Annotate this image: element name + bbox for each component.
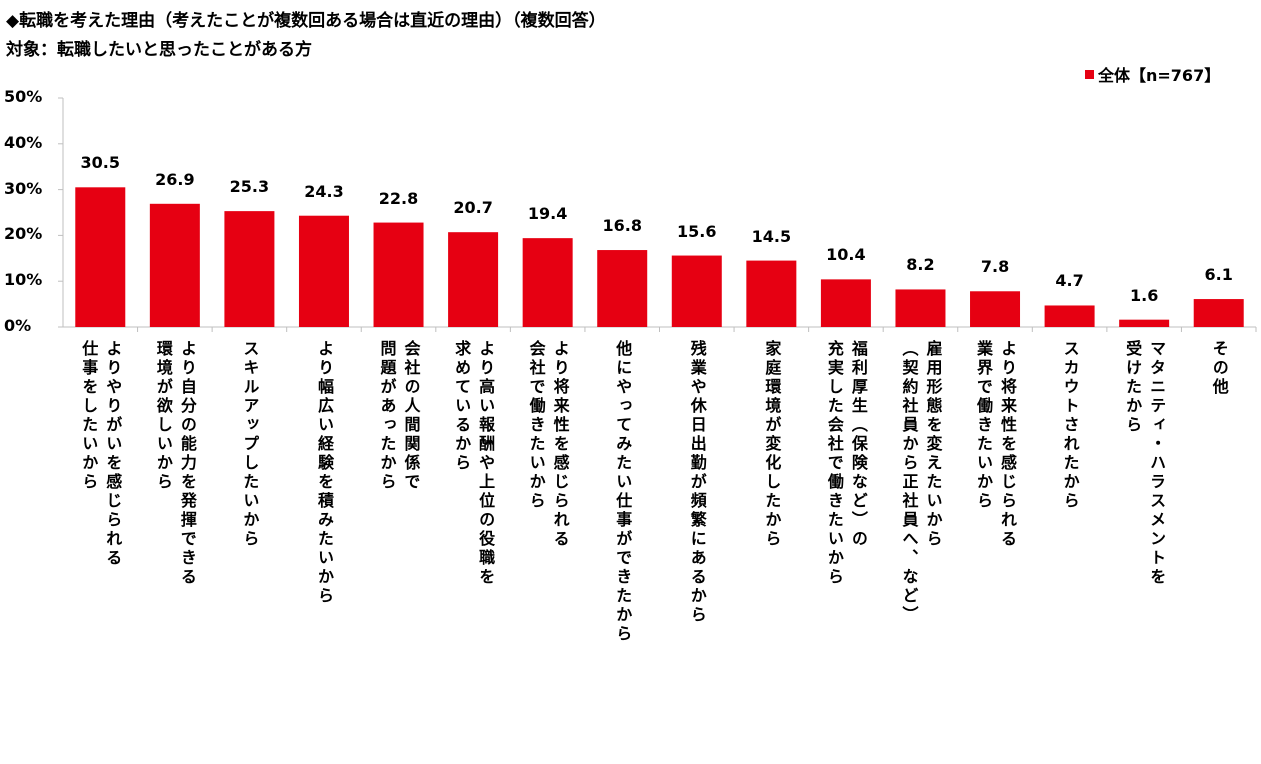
legend-swatch (1085, 69, 1094, 79)
data-label: 19.4 (527, 204, 568, 224)
bar (448, 232, 499, 327)
bar (820, 279, 871, 327)
category-label-line: スキルアップしたいから (240, 340, 260, 549)
data-label: 22.8 (378, 188, 419, 208)
category-label-line: 求めているから (452, 340, 472, 473)
data-label: 7.8 (980, 257, 1010, 277)
category-label-line: より幅広い経験を積みたいから (314, 340, 334, 606)
bar (1119, 319, 1170, 327)
bar (373, 222, 424, 327)
category-label: スカウトされたから (1033, 340, 1107, 511)
category-label-line: より将来性を感じられる (550, 340, 570, 549)
category-label: より高い報酬や上位の役職を 求めているから (436, 340, 510, 587)
bar (895, 289, 946, 327)
category-label: より将来性を感じられる 業界で働きたいから (958, 340, 1032, 549)
y-tick-label: 0% (4, 316, 32, 335)
data-label: 25.3 (229, 177, 270, 197)
category-label-line: （契約社員から正社員へ、など） (899, 340, 919, 625)
category-label-line: 福利厚生（保険など）の (848, 340, 868, 549)
category-label-line: 業界で働きたいから (974, 340, 994, 511)
data-label: 16.8 (602, 216, 642, 236)
category-label: 家庭環境が変化したから (734, 340, 808, 549)
chart-subtitle: 対象：転職したいと思ったことがある方 (6, 40, 312, 60)
category-label-line: 会社で働きたいから (526, 340, 546, 511)
legend: 全体【n=767】 (1085, 62, 1220, 86)
category-label-line: 残業や休日出勤が頻繁にあるから (687, 340, 707, 625)
bar (522, 238, 573, 327)
category-label-line: より高い報酬や上位の役職を (476, 340, 496, 587)
bar (746, 260, 797, 327)
category-label: より自分の能力を発揮できる 環境が欲しいから (138, 340, 212, 587)
data-label: 6.1 (1204, 265, 1233, 285)
category-label: その他 (1182, 340, 1256, 397)
data-label: 10.4 (826, 245, 866, 265)
bar (597, 250, 648, 327)
bar (1044, 305, 1095, 327)
bar (149, 203, 200, 327)
category-label-line: 環境が欲しいから (153, 340, 173, 492)
category-label-line: より将来性を感じられる (998, 340, 1018, 549)
category-label-line: 会社の人間関係で (401, 340, 421, 492)
bar (1193, 299, 1244, 327)
category-label: より将来性を感じられる 会社で働きたいから (511, 340, 585, 549)
legend-label: 全体【n=767】 (1098, 66, 1221, 85)
data-label: 24.3 (304, 181, 344, 201)
category-label-line: マタニティ・ハラスメントを (1147, 340, 1167, 587)
category-label-line: 他にやってみたい仕事ができたから (613, 340, 633, 644)
data-label: 20.7 (453, 198, 493, 218)
y-tick-label: 50% (4, 87, 43, 106)
category-label-line: 雇用形態を変えたいから (923, 340, 943, 549)
data-label: 15.6 (677, 221, 717, 241)
category-label-line: 問題があったから (377, 340, 397, 492)
data-label: 8.2 (906, 255, 935, 275)
category-label-line: 充実した会社で働きたいから (824, 340, 844, 587)
category-label-line: 受けたから (1123, 340, 1143, 435)
category-label-line: よりやりがいを感じられる (103, 340, 123, 568)
y-tick-label: 10% (4, 270, 43, 290)
y-tick-label: 30% (4, 178, 43, 198)
data-label: 14.5 (751, 226, 792, 246)
data-label: 1.6 (1129, 285, 1159, 305)
chart-title: ◆転職を考えた理由（考えたことが複数回ある場合は直近の理由）（複数回答） (6, 11, 606, 31)
category-label: 他にやってみたい仕事ができたから (585, 340, 659, 644)
bar (970, 291, 1021, 327)
category-label-line: スカウトされたから (1060, 340, 1080, 511)
category-label-line: 仕事をしたいから (79, 340, 99, 492)
data-label: 30.5 (80, 153, 121, 173)
category-label: 残業や休日出勤が頻繁にあるから (660, 340, 734, 625)
y-tick-label: 40% (4, 132, 43, 152)
category-label: より幅広い経験を積みたいから (287, 340, 361, 606)
category-label: よりやりがいを感じられる 仕事をしたいから (63, 340, 137, 568)
category-label: 雇用形態を変えたいから （契約社員から正社員へ、など） (883, 340, 957, 625)
category-label: 会社の人間関係で 問題があったから (362, 340, 436, 492)
bar (298, 215, 349, 327)
category-label-line: 家庭環境が変化したから (762, 340, 782, 549)
category-label: スキルアップしたいから (212, 340, 286, 549)
data-label: 4.7 (1055, 271, 1084, 291)
bar (75, 187, 126, 327)
y-tick-label: 20% (4, 224, 43, 244)
data-label: 26.9 (155, 169, 195, 189)
category-label: 福利厚生（保険など）の 充実した会社で働きたいから (809, 340, 883, 587)
bar (671, 255, 722, 327)
bar (224, 211, 275, 327)
category-label: マタニティ・ハラスメントを 受けたから (1107, 340, 1181, 587)
category-label-line: その他 (1209, 340, 1229, 397)
category-label-line: より自分の能力を発揮できる (177, 340, 197, 587)
